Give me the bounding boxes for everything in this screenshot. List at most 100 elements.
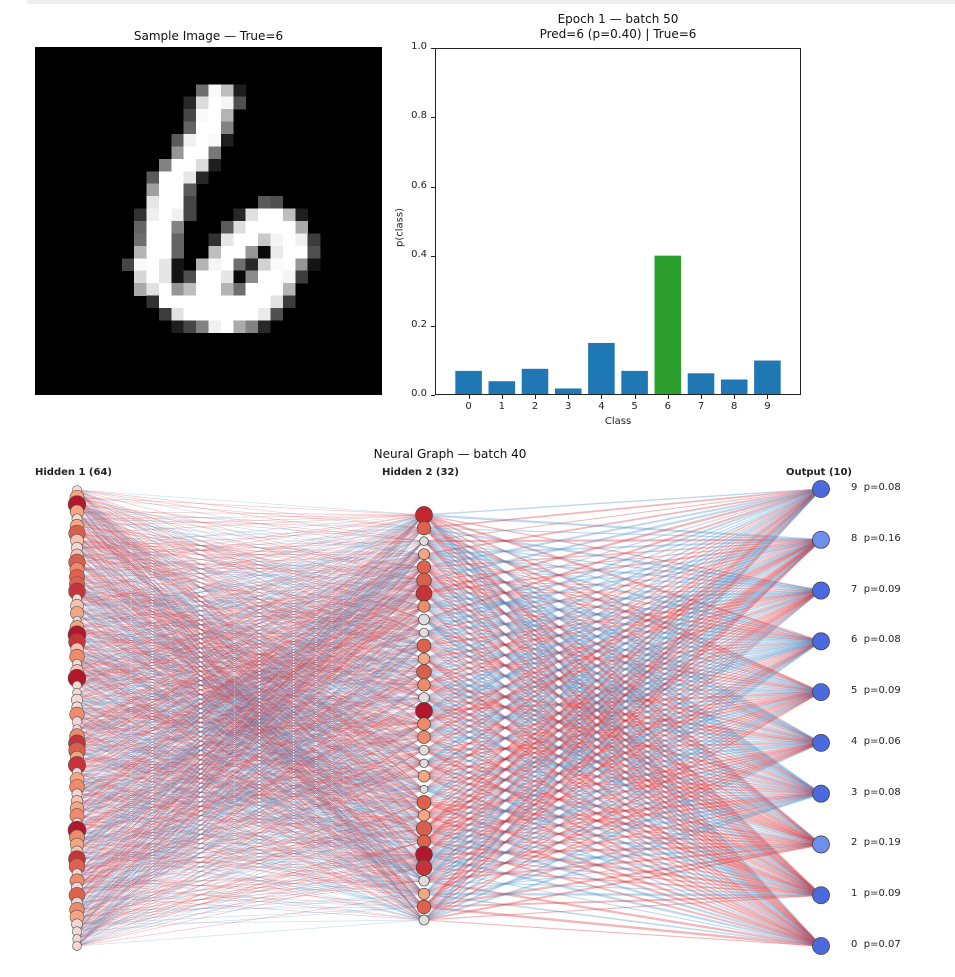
bar-chart-title-line2: Pred=6 (p=0.40) | True=6 (539, 27, 697, 41)
hidden2-node (418, 692, 430, 704)
output-node-0 (812, 937, 830, 955)
mnist-digit-image (35, 47, 382, 395)
hidden1-node (71, 926, 83, 937)
hidden2-node (416, 520, 432, 536)
hidden1-node (72, 485, 82, 495)
hidden2-node (416, 795, 432, 810)
hidden2-node (417, 770, 431, 783)
hidden1-node (68, 582, 86, 601)
hidden2-node (417, 730, 431, 744)
hidden2-nodes (415, 506, 433, 926)
hidden1-node (68, 858, 86, 875)
output-node-3 (812, 784, 830, 803)
hidden1-node (68, 553, 86, 571)
hidden2-node (416, 572, 432, 589)
hidden1-node (72, 658, 82, 669)
hidden1-node (70, 642, 84, 656)
x-tick-label: 6 (664, 401, 671, 412)
hidden2-node (417, 809, 431, 822)
hidden2-node (419, 758, 429, 768)
hidden1-node (68, 734, 86, 753)
bar-class-6 (654, 255, 682, 394)
x-tick-mark (734, 395, 736, 399)
hidden2-node (415, 859, 433, 876)
hidden1-node (68, 850, 86, 868)
sample-image-title: Sample Image — True=6 (133, 29, 284, 43)
hidden2-label: Hidden 2 (32) (382, 467, 459, 478)
hidden1-node (69, 779, 85, 795)
bar-chart-xlabel: Class (604, 416, 632, 427)
hidden1-node (69, 801, 85, 816)
y-tick-mark (431, 117, 435, 119)
bar-chart-axes (435, 48, 801, 395)
hidden1-node (71, 513, 83, 525)
x-tick-label: 0 (465, 401, 472, 412)
y-tick-label: 1.0 (411, 41, 427, 52)
output-node-1 (812, 886, 830, 905)
hidden1-node (67, 668, 87, 688)
hidden1-node (72, 941, 82, 951)
hidden2-node (416, 899, 432, 915)
hidden2-node (415, 585, 433, 602)
hidden1-node (68, 633, 86, 651)
hidden1-node (67, 495, 87, 514)
y-tick-mark (431, 325, 435, 327)
y-tick-mark (431, 48, 435, 49)
bar-class-4 (588, 342, 615, 394)
hidden1-node (70, 750, 84, 765)
output-node-2 (812, 835, 830, 854)
hidden2-node (415, 845, 433, 864)
bar-class-1 (488, 381, 516, 394)
output-label-0: 0 p=0.07 (851, 939, 901, 950)
output-node-9 (812, 480, 830, 498)
x-tick-mark (767, 395, 769, 399)
output-label: Output (10) (786, 467, 852, 478)
hidden1-node (71, 542, 83, 554)
x-tick-label: 9 (764, 401, 771, 412)
x-tick-label: 1 (498, 401, 505, 412)
output-node-6 (812, 632, 830, 651)
bar-class-7 (687, 373, 715, 394)
y-tick-label: 0.0 (411, 388, 427, 399)
output-node-8 (812, 530, 830, 549)
hidden1-node (68, 756, 86, 775)
hidden2-node (418, 613, 430, 626)
hidden1-node (71, 896, 83, 909)
hidden1-node (71, 918, 83, 931)
output-node-5 (812, 683, 830, 702)
hidden1-node (69, 873, 85, 889)
hidden1-node (69, 504, 85, 519)
hidden2-node (415, 702, 433, 720)
hidden2-node (416, 638, 432, 653)
hidden2-node (419, 627, 429, 638)
hidden2-node (417, 717, 431, 731)
hidden1-node (69, 562, 85, 577)
hidden2-node (418, 914, 430, 926)
hidden2-node (416, 664, 432, 680)
bar-chart-title-line1: Epoch 1 — batch 50 (557, 12, 679, 26)
hidden1-node (72, 934, 82, 944)
bar-chart-ylabel: p(class) (394, 208, 406, 247)
hidden1-node (72, 615, 82, 625)
hidden1-node (69, 648, 85, 665)
bar-class-8 (720, 379, 748, 394)
bar-class-3 (554, 388, 582, 394)
hidden1-node (70, 795, 84, 808)
bar-class-9 (754, 360, 781, 394)
output-label-8: 8 p=0.16 (851, 532, 901, 544)
x-tick-label: 8 (731, 401, 738, 412)
hidden1-node (69, 706, 85, 723)
hidden1-node (67, 820, 87, 840)
output-label-5: 5 p=0.09 (851, 685, 901, 697)
hidden1-node (68, 887, 86, 904)
hidden2-node (416, 560, 432, 575)
x-tick-mark (535, 395, 536, 399)
hidden2-node (417, 834, 431, 849)
x-tick-label: 5 (631, 401, 638, 412)
hidden1-node (71, 868, 83, 879)
output-label-6: 6 p=0.08 (851, 634, 901, 646)
hidden1-node (69, 902, 85, 918)
hidden1-node (72, 767, 82, 778)
hidden1-node (70, 548, 84, 562)
neural-graph-title: Neural Graph — batch 40 (373, 447, 527, 461)
